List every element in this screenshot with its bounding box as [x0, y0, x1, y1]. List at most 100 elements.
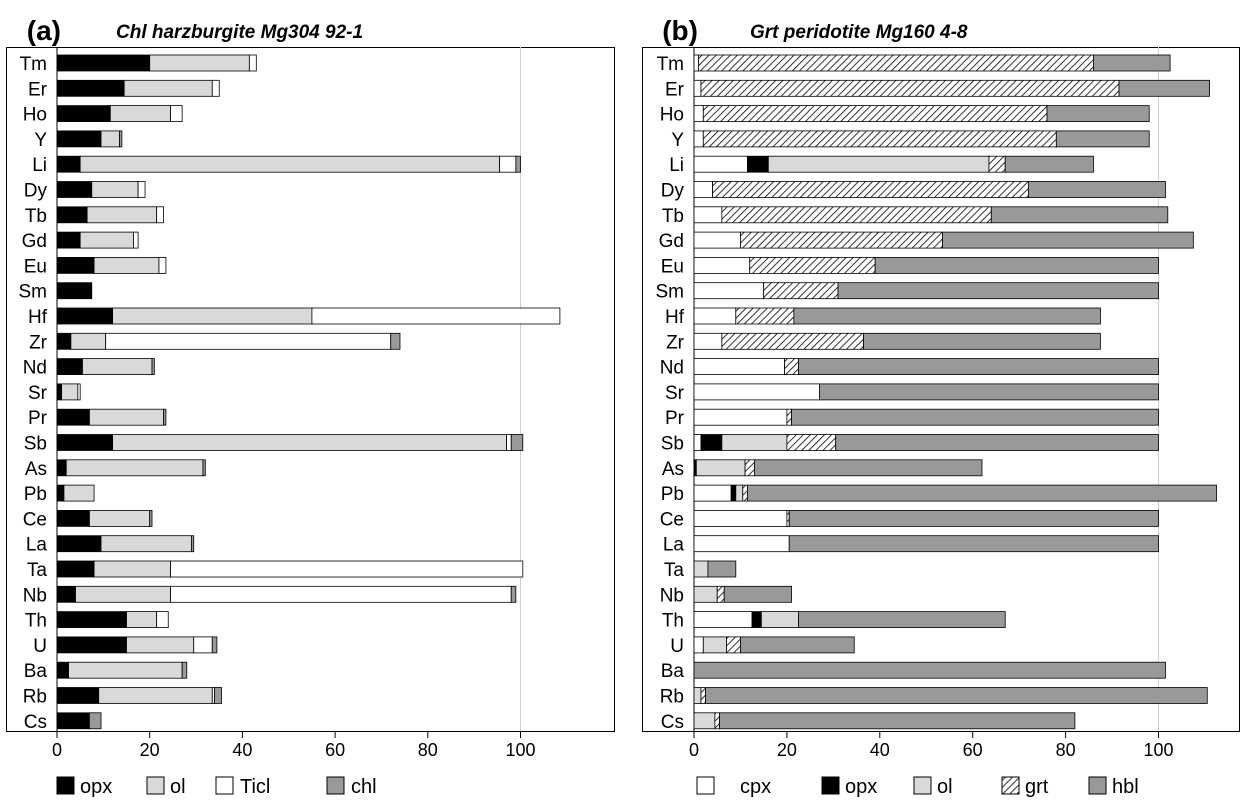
bar-segment-grt — [726, 636, 741, 654]
bar-segment-grt — [698, 54, 1094, 72]
category-label: Sb — [661, 434, 684, 455]
category-label: As — [662, 459, 684, 480]
bar-segment-hbl — [793, 307, 1101, 325]
bar-segment-cpx — [693, 130, 704, 148]
bar-segment-chl — [149, 509, 153, 527]
bar-segment-ol — [112, 434, 507, 451]
bar-segment-Ticl — [248, 54, 257, 72]
bar-segment-ol — [79, 231, 134, 249]
bar-segment-hbl — [798, 611, 1006, 628]
bar-segment-opx — [747, 155, 769, 173]
category-label: Pb — [661, 484, 684, 505]
legend-label-ol: ol — [170, 776, 186, 798]
panel-b: (b) Grt peridotite Mg160 4-8 Tm Er Ho Y Li Dy Tb… — [642, 15, 1240, 798]
bar-segment-cpx — [693, 509, 788, 527]
bar-segment-opx — [56, 155, 81, 173]
bar-segment-ol — [149, 54, 250, 72]
bar-segment-opx — [56, 383, 63, 401]
bar-segment-opx — [56, 712, 90, 730]
category-label: U — [33, 636, 47, 657]
bar-segment-hbl — [1055, 130, 1150, 148]
bar-segment-ol — [123, 79, 213, 97]
x-tick-label: 0 — [52, 740, 62, 760]
category-label: Pr — [28, 408, 48, 429]
bar-segment-cpx — [693, 535, 790, 553]
bar-segment-ol — [693, 687, 702, 704]
legend-swatch-opx — [56, 776, 75, 795]
legend-swatch-hbl — [1088, 776, 1107, 795]
bar-segment-ol — [93, 256, 160, 274]
bar-segment-opx — [56, 181, 93, 198]
bar-segment-ol — [63, 484, 95, 502]
bar-segment-hbl — [705, 687, 1208, 704]
bar-segment-opx — [56, 105, 111, 122]
bar-segment-hbl — [788, 509, 1159, 527]
bar-segment-hbl — [693, 661, 1166, 679]
bar-segment-cpx — [693, 231, 741, 249]
bar-segment-ol — [61, 383, 79, 401]
category-label: Gd — [659, 231, 684, 252]
bar-segment-Ticl — [158, 256, 167, 274]
bar-segment-chl — [119, 130, 123, 148]
bar-segment-ol — [75, 585, 171, 603]
plot-frame — [6, 47, 615, 732]
bar-segment-ol — [767, 155, 990, 173]
bar-segment-cpx — [693, 105, 704, 122]
x-tick-label: 20 — [777, 740, 797, 760]
category-label: Ce — [23, 509, 47, 530]
bar-segment-cpx — [693, 434, 702, 451]
bar-segment-chl — [89, 712, 102, 730]
bar-segment-cpx — [693, 383, 820, 401]
bar-segment-Ticl — [506, 434, 512, 451]
bar-segment-hbl — [707, 560, 737, 578]
category-label: Th — [25, 611, 47, 632]
bar-segment-chl — [211, 636, 218, 654]
bar-segment-hbl — [1046, 105, 1150, 122]
category-label: Sb — [24, 434, 47, 455]
bar-segment-ol — [126, 611, 158, 628]
category-label: La — [26, 535, 48, 556]
bar-segment-grt — [716, 585, 725, 603]
legend-label-ol: ol — [937, 776, 953, 798]
x-tick-label: 40 — [232, 740, 252, 760]
bar-segment-grt — [740, 231, 943, 249]
legend-swatch-cpx — [696, 776, 715, 795]
bar-segment-ol — [760, 611, 799, 628]
legend-swatch-Ticl — [215, 776, 234, 795]
bar-segment-hbl — [1004, 155, 1094, 173]
bar-segment-cpx — [693, 408, 788, 426]
bar-segment-ol — [693, 712, 716, 730]
category-label: Rb — [660, 687, 684, 708]
category-label: Li — [32, 155, 47, 176]
bar-segment-cpx — [693, 307, 737, 325]
bar-segment-opx — [56, 434, 114, 451]
bar-segment-ol — [82, 358, 153, 376]
bar-segment-hbl — [990, 206, 1169, 224]
bar-segment-ol — [79, 155, 501, 173]
category-label: Nd — [23, 358, 47, 379]
legend-swatch-chl — [326, 776, 345, 795]
bar-segment-chl — [515, 155, 521, 173]
category-label: As — [25, 459, 47, 480]
category-label: Cs — [24, 712, 47, 733]
bar-segment-chl — [163, 408, 167, 426]
bar-segment-cpx — [693, 181, 713, 198]
bar-segment-opx — [56, 307, 114, 325]
bar-segment-hbl — [788, 535, 1159, 553]
legend-label-chl: chl — [351, 776, 377, 798]
bar-segment-opx — [56, 484, 65, 502]
bar-segment-cpx — [693, 484, 732, 502]
category-label: Ho — [660, 105, 684, 126]
bar-segment-ol — [695, 459, 746, 477]
bar-segment-hbl — [1093, 54, 1171, 72]
bar-segment-grt — [700, 79, 1120, 97]
bar-segment-Ticl — [156, 206, 165, 224]
bar-segment-ol — [112, 307, 313, 325]
bar-segment-Ticl — [156, 611, 169, 628]
category-label: Zr — [29, 332, 48, 353]
bar-segment-grt — [721, 206, 992, 224]
bar-segment-cpx — [693, 636, 704, 654]
bar-segment-cpx — [693, 358, 785, 376]
bar-segment-grt — [763, 282, 839, 300]
panel-label: (a) — [27, 15, 61, 46]
